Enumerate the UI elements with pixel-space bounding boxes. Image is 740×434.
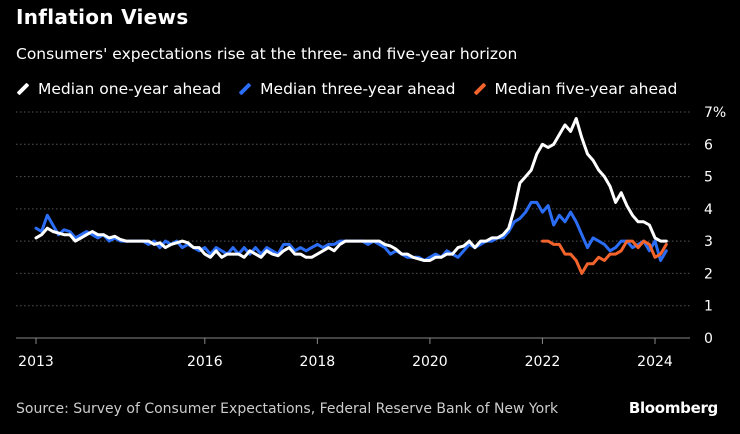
legend-label-one-year: Median one-year ahead [38,80,222,98]
y-tick-label-6: 6 [704,137,713,153]
x-axis-tick-labels: 2013 2016 2018 2020 2022 2024 [18,338,673,370]
series-line-five-year [541,239,668,275]
y-tick-label-5: 5 [704,170,713,186]
chart-title: Inflation Views [16,5,189,29]
legend-item-three-year: Median three-year ahead [238,80,456,98]
y-tick-label-7: 7% [704,105,726,121]
legend-label-five-year: Median five-year ahead [494,80,678,98]
x-tick-label-2020: 2020 [412,354,448,370]
legend-item-one-year: Median one-year ahead [16,80,221,98]
bloomberg-logo: Bloomberg [628,399,718,417]
y-tick-label-4: 4 [704,202,713,218]
y-tick-label-0: 0 [704,331,713,347]
y-tick-label-1: 1 [704,299,713,315]
series-line-one-year [34,117,668,262]
x-tick-label-2016: 2016 [187,354,223,370]
series-lines [34,117,668,275]
chart-subtitle: Consumers' expectations rise at the thre… [16,45,518,63]
y-tick-label-3: 3 [704,234,713,250]
y-axis-tick-labels: 0 1 2 3 4 5 6 7% [704,105,726,347]
y-tick-label-2: 2 [704,266,713,282]
x-tick-label-2022: 2022 [525,354,561,370]
legend-label-three-year: Median three-year ahead [260,80,456,98]
source-note: Source: Survey of Consumer Expectations,… [16,401,559,417]
gridlines [16,111,690,339]
legend: Median one-year ahead Median three-year … [16,80,694,98]
x-tick-label-2018: 2018 [300,354,336,370]
x-tick-label-2013: 2013 [18,354,54,370]
x-tick-label-2024: 2024 [637,354,673,370]
legend-item-five-year: Median five-year ahead [473,80,678,98]
series-line-three-year [34,200,668,262]
